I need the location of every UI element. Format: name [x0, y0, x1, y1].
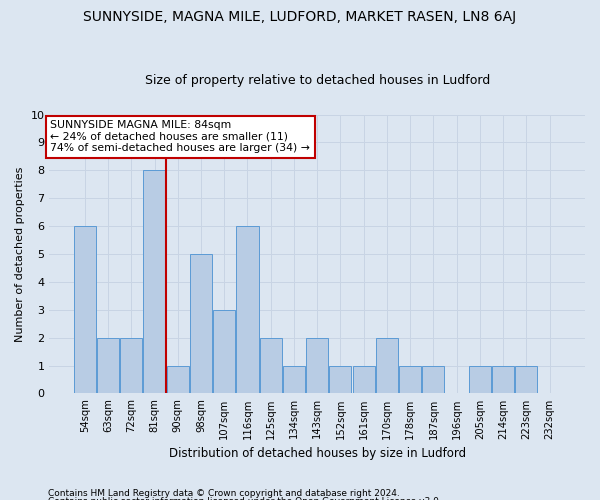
Bar [190, 254, 212, 394]
X-axis label: Distribution of detached houses by size in Ludford: Distribution of detached houses by size … [169, 447, 466, 460]
Bar [97, 338, 119, 394]
Bar [260, 338, 282, 394]
Bar [515, 366, 538, 394]
Bar [213, 310, 235, 394]
Text: SUNNYSIDE, MAGNA MILE, LUDFORD, MARKET RASEN, LN8 6AJ: SUNNYSIDE, MAGNA MILE, LUDFORD, MARKET R… [83, 10, 517, 24]
Bar [74, 226, 96, 394]
Bar [120, 338, 142, 394]
Bar [143, 170, 166, 394]
Bar [422, 366, 445, 394]
Bar [167, 366, 189, 394]
Text: Contains public sector information licensed under the Open Government Licence v3: Contains public sector information licen… [48, 497, 442, 500]
Bar [283, 366, 305, 394]
Bar [306, 338, 328, 394]
Bar [236, 226, 259, 394]
Bar [376, 338, 398, 394]
Text: SUNNYSIDE MAGNA MILE: 84sqm
← 24% of detached houses are smaller (11)
74% of sem: SUNNYSIDE MAGNA MILE: 84sqm ← 24% of det… [50, 120, 310, 154]
Text: Contains HM Land Registry data © Crown copyright and database right 2024.: Contains HM Land Registry data © Crown c… [48, 488, 400, 498]
Bar [399, 366, 421, 394]
Bar [353, 366, 375, 394]
Bar [329, 366, 352, 394]
Bar [469, 366, 491, 394]
Bar [492, 366, 514, 394]
Title: Size of property relative to detached houses in Ludford: Size of property relative to detached ho… [145, 74, 490, 87]
Y-axis label: Number of detached properties: Number of detached properties [15, 166, 25, 342]
